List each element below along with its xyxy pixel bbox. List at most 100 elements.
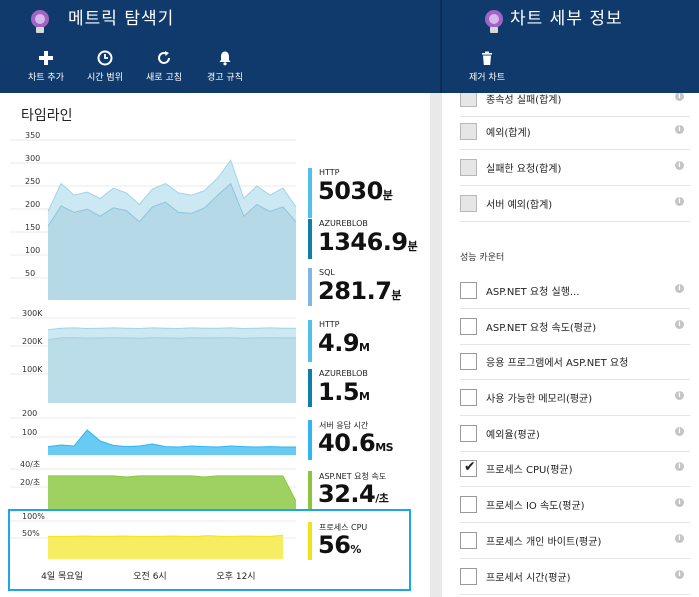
metric-name: HTTP [319,320,340,329]
checkbox[interactable] [460,532,477,549]
page-title: 메트릭 탐색기 [68,9,175,29]
counter-label: ASP.NET 요청 실행... [486,287,580,298]
y-tick-label: 200 [22,409,37,418]
series-area-서버-응답-시간 [48,430,296,455]
counter-label: 응용 프로그램에서 ASP.NET 요청 [486,358,629,369]
counter-row[interactable]: ASP.NET 요청 속도(평균) i [460,309,690,345]
counter-row[interactable]: 프로세스 개인 바이트(평균) i [460,523,690,559]
metric-name: ASP.NET 요청 속도 [319,472,387,481]
series-area-azureblob [48,337,296,403]
series-area-azureblob [48,183,296,300]
checkmark-icon: ✔ [464,459,476,475]
add-chart-button[interactable]: 차트 추가 [24,50,68,83]
x-tick-label: 오후 12시 [216,571,255,582]
info-icon[interactable]: i [675,284,684,293]
counter-label: ASP.NET 요청 속도(평균) [486,323,597,334]
metric-option-row[interactable]: 종속성 실패(합계) i [460,93,690,117]
metric-color-bar [308,168,312,218]
series-line-서버-응답-시간 [47,429,296,448]
info-icon[interactable]: i [675,498,684,507]
counter-row[interactable]: 프로세스 IO 속도(평균) i [460,487,690,523]
info-icon[interactable]: i [675,93,684,101]
y-tick-label: 40/초 [20,460,40,469]
metric-option-label: 종속성 실패(합계) [486,95,562,106]
info-icon[interactable]: i [675,320,684,329]
metric-value: 281.7분 [318,277,402,305]
counter-row[interactable]: 프로세서 시간(평균) i [460,559,690,595]
counter-row[interactable]: 응용 프로그램에서 ASP.NET 요청 [460,344,690,380]
app-insights-lightbulb-icon [485,10,503,33]
checkbox-checked[interactable]: ✔ [460,459,477,477]
checkbox[interactable] [460,93,477,107]
y-tick-label: 50 [25,269,35,278]
counter-label: 프로세스 CPU(평균) [486,465,573,476]
y-tick-label: 100% [22,512,45,521]
checkbox[interactable] [460,568,477,585]
y-tick-label: 20/초 [20,478,40,487]
metric-option-row[interactable]: 예외(합계) i [460,114,690,150]
checkbox[interactable] [460,353,477,370]
chart-details-panel: 종속성 실패(합계) i 예외(합계) i 실패한 요청(합계) i 서버 예외… [442,93,699,597]
metric-name: AZUREBLOB [319,369,368,378]
alert-rules-button[interactable]: 경고 규칙 [203,50,247,83]
metric-name: 서버 응답 시간 [319,421,369,430]
info-icon[interactable]: i [675,391,684,400]
alert-rules-label: 경고 규칙 [207,73,243,83]
checkbox[interactable] [460,195,477,212]
counter-row[interactable]: 예외율(평균) i [460,416,690,452]
counter-row[interactable]: ASP.NET 요청 실행... i [460,273,690,309]
y-tick-label: 100 [25,246,40,255]
info-icon[interactable]: i [675,161,684,170]
series-line-asp-net-요청-속도 [48,475,297,502]
metric-color-bar [308,268,312,306]
counter-row[interactable]: 사용 가능한 메모리(평균) i [460,380,690,416]
checkbox[interactable] [460,282,477,299]
trash-icon [482,51,492,65]
y-tick-label: 100 [22,428,37,437]
refresh-label: 새로 고침 [146,73,182,83]
metric-color-bar [308,471,312,511]
y-tick-label: 250 [25,177,40,186]
series-area-프로세스-cpu [48,535,283,559]
metric-option-row[interactable]: 실패한 요청(합계) i [460,150,690,186]
metrics-explorer-header: 메트릭 탐색기 차트 추가 시간 범위 새로 고침 경고 규칙 [0,0,440,93]
series-area-asp-net-요청-속도 [48,475,296,510]
metric-value: 32.4/초 [318,480,389,508]
info-icon[interactable]: i [675,570,684,579]
metric-option-row[interactable]: 서버 예외(합계) i [460,186,690,222]
metric-value: 5030분 [318,177,393,205]
time-range-button[interactable]: 시간 범위 [83,50,127,83]
info-icon[interactable]: i [675,125,684,134]
checkbox[interactable] [460,318,477,335]
checkbox[interactable] [460,389,477,406]
y-tick-label: 50% [22,529,40,538]
checkbox[interactable] [460,159,477,176]
info-icon[interactable]: i [675,462,684,471]
metric-option-label: 서버 예외(합계) [486,200,553,211]
refresh-icon [158,51,170,64]
remove-chart-button[interactable]: 제거 차트 [464,50,510,83]
x-tick-label: 오전 6시 [133,571,166,582]
timeline-title: 타임라인 [21,108,73,124]
selected-chart-highlight[interactable] [8,509,411,591]
series-line-프로세스-cpu [48,534,284,537]
series-line-azureblob [47,182,297,227]
plus-icon [39,51,53,65]
series-line-http [47,327,296,331]
refresh-button[interactable]: 새로 고침 [142,50,186,83]
checkbox[interactable] [460,123,477,140]
metric-value: 1346.9분 [318,228,418,256]
info-icon[interactable]: i [675,534,684,543]
metric-color-bar [308,369,312,407]
remove-chart-label: 제거 차트 [469,73,505,83]
metric-color-bar [308,420,312,460]
y-tick-label: 200 [25,200,40,209]
info-icon[interactable]: i [675,427,684,436]
counter-row[interactable]: ✔ 프로세스 CPU(평균) i [460,451,690,487]
timeline-charts[interactable]: 350 300 250 200 150 100 50 300K 200K 100K 200 100 40… [0,93,430,597]
checkbox[interactable] [460,425,477,442]
checkbox[interactable] [460,496,477,513]
header-divider [440,0,442,93]
info-icon[interactable]: i [675,197,684,206]
metric-name: HTTP [319,168,340,177]
